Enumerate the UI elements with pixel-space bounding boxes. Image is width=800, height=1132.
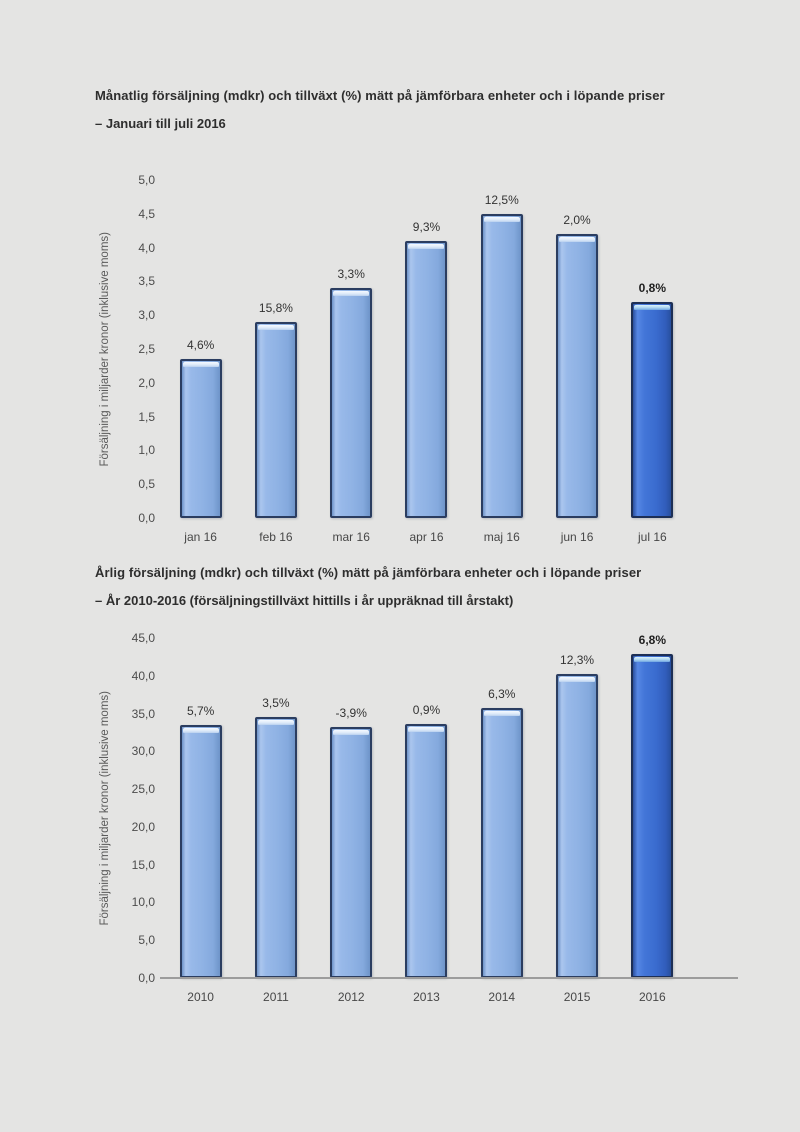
plot-area: 4,6% 15,8% 3,3% 9,3% 12,5% 2,0% 0,8% (163, 180, 690, 518)
growth-label: 3,5% (262, 695, 290, 710)
x-axis-label: apr 16 (409, 530, 444, 544)
x-axis-label: mar 16 (332, 530, 370, 544)
chart-title: Årlig försäljning (mdkr) och tillväxt (%… (95, 565, 642, 580)
bar-column: 4,6% (163, 180, 238, 518)
bar-column: 9,3% (389, 180, 464, 518)
bar-column: 12,5% (464, 180, 539, 518)
chart-subtitle: – År 2010-2016 (försäljningstillväxt hit… (95, 593, 514, 608)
x-axis-label: 2010 (187, 990, 214, 1004)
bar (179, 359, 222, 518)
bar-column: 0,8% (615, 180, 690, 518)
growth-label: 12,5% (484, 192, 519, 207)
bar-column: 5,7% (163, 638, 238, 978)
y-tick-label: 3,5 (138, 274, 155, 289)
bar-column: -3,9% (314, 638, 389, 978)
growth-label: 15,8% (258, 300, 293, 315)
y-tick-label: 4,0 (138, 240, 155, 255)
chart-subtitle: – Januari till juli 2016 (95, 116, 226, 131)
y-tick-label: 0,0 (138, 971, 155, 985)
x-axis-label: jan 16 (184, 530, 217, 544)
bar (330, 727, 373, 978)
chart-body: Försäljning i miljarder kronor (inklusiv… (95, 173, 755, 525)
y-axis-title: Försäljning i miljarder kronor (inklusiv… (99, 231, 111, 467)
bar-column: 3,5% (238, 638, 313, 978)
bar-column: 3,3% (314, 180, 389, 518)
bar-column: 6,3% (464, 638, 539, 978)
x-axis-label: feb 16 (259, 530, 293, 544)
growth-label: 0,9% (412, 703, 441, 718)
y-tick-label: 15,0 (131, 857, 155, 872)
chart-body: Försäljning i miljarder kronor (inklusiv… (95, 631, 755, 985)
y-tick-label: 5,0 (138, 173, 155, 187)
growth-label: 9,3% (412, 219, 441, 234)
y-tick-label: 1,5 (138, 409, 155, 424)
y-tick-label: 10,0 (131, 895, 155, 910)
y-tick-label: 3,0 (138, 308, 155, 323)
x-axis-label: 2012 (337, 990, 365, 1004)
x-axis-label: jun 16 (560, 530, 594, 544)
y-tick-label: 1,0 (138, 443, 155, 458)
x-axis-label: jul 16 (637, 530, 667, 544)
y-axis-title-wrap: Försäljning i miljarder kronor (inklusiv… (95, 638, 115, 978)
growth-label: 3,3% (337, 267, 365, 282)
x-axis-label: 2014 (488, 990, 516, 1004)
chart-title: Månatlig försäljning (mdkr) och tillväxt… (95, 88, 665, 103)
y-tick-label: 45,0 (131, 631, 155, 645)
x-axis-label: 2013 (413, 990, 440, 1004)
x-axis-labels: jan 16 feb 16 mar 16 apr 16 maj 16 jun 16 jul … (163, 530, 690, 544)
bar-column: 15,8% (238, 180, 313, 518)
y-tick-label: 20,0 (131, 819, 155, 834)
bar-column: 12,3% (539, 638, 614, 978)
y-tick-label: 4,5 (138, 206, 155, 221)
y-ticks: 45,0 40,0 35,0 30,0 25,0 20,0 15,0 10,0 5,0 0,0 (115, 631, 163, 985)
x-axis-label: 2011 (263, 990, 289, 1004)
bar (556, 674, 599, 978)
y-tick-label: 30,0 (131, 744, 155, 759)
y-tick-label: 2,5 (138, 342, 155, 356)
y-tick-label: 25,0 (131, 782, 155, 797)
y-tick-label: 2,0 (138, 375, 155, 390)
bar (405, 724, 448, 978)
growth-label: -3,9% (335, 706, 367, 721)
y-axis-title: Försäljning i miljarder kronor (inklusiv… (99, 690, 111, 926)
bar (254, 716, 297, 978)
bar (254, 321, 297, 518)
bar (480, 707, 523, 978)
bar-column: 2,0% (539, 180, 614, 518)
plot-area: 5,7% 3,5% -3,9% 0,9% 6,3% 12,3% 6,8% (160, 633, 738, 979)
growth-label: 4,6% (186, 338, 215, 353)
bar-column: 6,8% (615, 633, 690, 978)
growth-label: 6,8% (638, 632, 667, 647)
x-axis-label: 2015 (563, 990, 591, 1004)
growth-label: 5,7% (186, 703, 215, 718)
y-tick-label: 0,0 (138, 511, 155, 525)
y-tick-label: 5,0 (138, 933, 155, 948)
y-axis-title-wrap: Försäljning i miljarder kronor (inklusiv… (95, 180, 115, 518)
monthly-sales-chart: Månatlig försäljning (mdkr) och tillväxt… (95, 88, 755, 544)
x-axis-label: maj 16 (483, 530, 520, 544)
y-tick-label: 40,0 (131, 668, 155, 683)
growth-label: 2,0% (563, 213, 591, 228)
bar (480, 213, 523, 518)
yearly-sales-chart: Årlig försäljning (mdkr) och tillväxt (%… (95, 565, 755, 1004)
bar (179, 724, 222, 978)
growth-label: 0,8% (638, 280, 667, 295)
x-axis-label: 2016 (638, 990, 666, 1004)
y-ticks: 5,0 4,5 4,0 3,5 3,0 2,5 2,0 1,5 1,0 0,5 0,0 (115, 173, 163, 525)
bar (556, 234, 599, 518)
bar (405, 240, 448, 518)
y-tick-label: 35,0 (131, 706, 155, 721)
x-axis-labels: 2010 2011 2012 2013 2014 2015 2016 (163, 990, 690, 1004)
bar-highlighted (631, 653, 674, 978)
growth-label: 12,3% (560, 653, 595, 668)
bar-highlighted (631, 301, 674, 518)
bar (330, 288, 373, 518)
growth-label: 6,3% (488, 686, 516, 701)
y-tick-label: 0,5 (138, 477, 155, 492)
bar-column: 0,9% (389, 638, 464, 978)
